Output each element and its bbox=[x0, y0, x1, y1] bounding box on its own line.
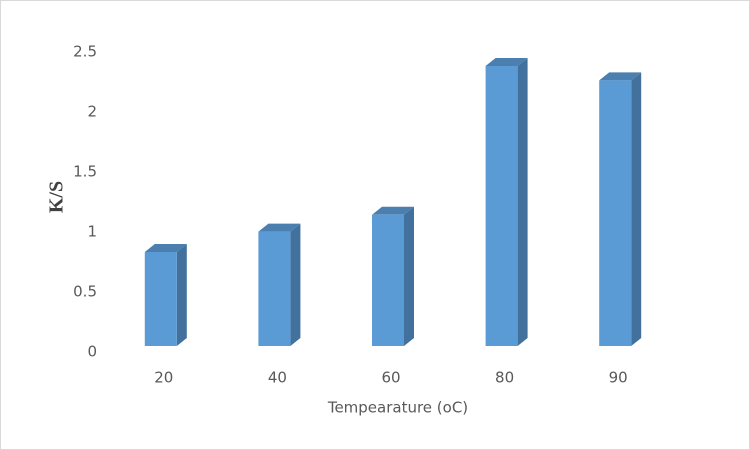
x-axis-title: Tempearature (oC) bbox=[327, 399, 468, 417]
bar-top bbox=[372, 206, 414, 215]
x-tick-label: 90 bbox=[609, 369, 628, 387]
y-tick-label: 2 bbox=[87, 103, 97, 121]
x-tick-label: 40 bbox=[268, 369, 287, 387]
bar bbox=[372, 214, 404, 346]
bar-side bbox=[517, 58, 528, 346]
x-tick-label: 60 bbox=[381, 369, 400, 387]
y-tick-label: 1.5 bbox=[73, 163, 97, 181]
y-tick-label: 1 bbox=[87, 223, 97, 241]
bar-top bbox=[258, 223, 301, 232]
y-tick-label: 0.5 bbox=[73, 283, 97, 301]
x-tick-label: 20 bbox=[154, 369, 173, 387]
x-tick-label: 80 bbox=[495, 369, 514, 387]
bar-top bbox=[599, 72, 642, 81]
bar-side bbox=[631, 72, 642, 347]
bar-side bbox=[176, 244, 187, 346]
y-axis-title: K/S bbox=[46, 181, 68, 213]
bar bbox=[599, 80, 632, 347]
bar-top bbox=[485, 58, 528, 66]
y-tick-label: 0 bbox=[87, 343, 97, 361]
bar-top bbox=[144, 244, 187, 252]
bar-side bbox=[404, 206, 414, 346]
bar bbox=[144, 252, 177, 346]
y-tick-label: 2.5 bbox=[73, 43, 97, 61]
bar bbox=[485, 66, 518, 346]
bar-side bbox=[290, 223, 301, 346]
bar bbox=[258, 231, 291, 346]
